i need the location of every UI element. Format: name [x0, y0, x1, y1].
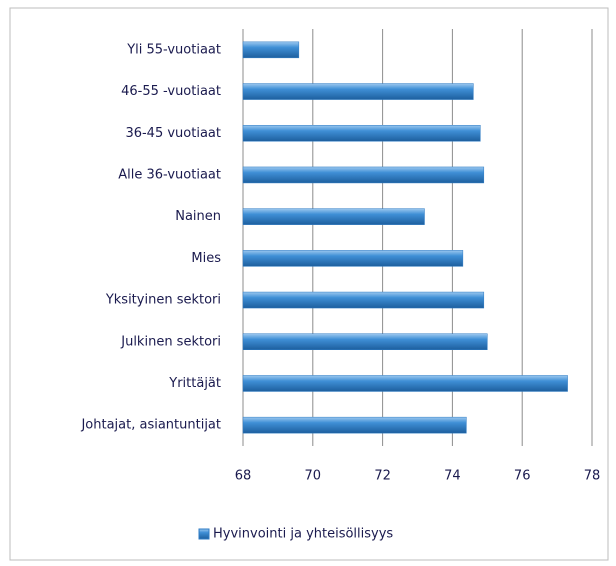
- bar: [242, 333, 488, 350]
- bar: [242, 83, 474, 100]
- x-tick-label: 76: [514, 469, 531, 484]
- x-tick-label: 78: [584, 469, 601, 484]
- x-tick-label: 74: [444, 469, 461, 484]
- bar: [242, 41, 300, 59]
- bar: [242, 125, 481, 142]
- y-tick-label: Yksityinen sektori: [105, 293, 221, 308]
- x-tick-label: 70: [305, 469, 322, 484]
- y-tick-label: Johtajat, asiantuntijat: [80, 418, 221, 433]
- y-tick-label: Julkinen sektori: [120, 334, 221, 349]
- bar: [242, 208, 425, 225]
- bar: [242, 375, 568, 392]
- legend-swatch: [198, 528, 210, 540]
- y-tick-label: 36-45 vuotiaat: [125, 126, 221, 141]
- y-tick-label: Yrittäjät: [168, 376, 221, 391]
- y-tick-label: Alle 36-vuotiaat: [118, 167, 221, 182]
- y-tick-label: Mies: [191, 251, 221, 266]
- x-tick-label: 72: [374, 469, 391, 484]
- bar: [242, 416, 467, 434]
- y-tick-label: Nainen: [175, 209, 221, 224]
- legend-label: Hyvinvointi ja yhteisöllisyys: [213, 527, 393, 542]
- chart-frame: [9, 7, 609, 561]
- bar: [242, 166, 485, 184]
- bar: [242, 250, 464, 267]
- y-tick-label: 46-55 -vuotiaat: [121, 84, 221, 99]
- y-tick-label: Yli 55-vuotiaat: [126, 42, 221, 57]
- x-tick-label: 68: [235, 469, 252, 484]
- bar: [242, 291, 485, 309]
